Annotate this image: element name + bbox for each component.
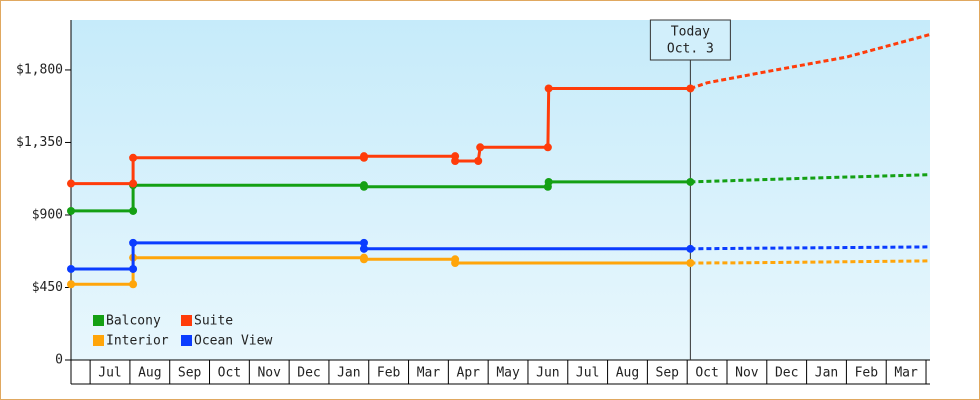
price-point: [67, 179, 75, 188]
x-tick-label: Aug: [616, 366, 639, 381]
y-tick-label: 0: [55, 353, 63, 368]
price-point: [474, 156, 483, 165]
price-point: [129, 179, 138, 188]
x-tick-label: Sep: [178, 366, 202, 381]
price-point: [359, 244, 368, 253]
x-tick-label: Jul: [98, 366, 121, 381]
today-label: Today: [671, 25, 710, 40]
forecast-line: [690, 259, 931, 265]
today-box: [649, 19, 731, 61]
price-point: [129, 206, 138, 215]
price-point: [359, 152, 368, 161]
x-tick-label: Apr: [457, 366, 481, 381]
price-point: [544, 177, 553, 186]
x-tick-label: Feb: [855, 366, 879, 381]
legend-label: Ocean View: [194, 334, 272, 349]
plot-area: [71, 20, 930, 360]
x-tick-label: Dec: [775, 366, 798, 381]
x-tick-label: Feb: [377, 366, 401, 381]
price-point: [129, 280, 138, 289]
y-tick-label: $1,350: [16, 135, 63, 150]
price-point: [543, 143, 552, 152]
price-point: [67, 264, 75, 273]
price-point: [686, 244, 695, 253]
x-tick-label: Aug: [138, 366, 161, 381]
x-tick-label: Jun: [536, 366, 559, 381]
price-point: [686, 258, 695, 267]
x-tick-label: Jul: [576, 366, 599, 381]
x-tick-label: Nov: [735, 366, 759, 381]
x-tick-label: Sep: [656, 366, 680, 381]
price-point: [67, 280, 75, 289]
legend-label: Suite: [194, 314, 233, 329]
y-tick-label: $1,800: [16, 62, 63, 77]
forecast-line: [689, 33, 931, 90]
x-tick-label: Mar: [894, 366, 918, 381]
legend-swatch: [93, 335, 104, 346]
price-point: [476, 143, 485, 152]
legend-swatch: [181, 315, 192, 326]
x-tick-label: Jan: [815, 366, 838, 381]
price-point: [359, 238, 368, 247]
x-tick-label: Nov: [257, 366, 281, 381]
x-tick-label: Oct: [695, 366, 718, 381]
price-point: [686, 84, 695, 93]
price-point: [359, 182, 368, 191]
legend-label: Interior: [106, 334, 169, 349]
price-point: [451, 258, 460, 267]
price-point: [359, 255, 368, 264]
x-tick-label: Oct: [218, 366, 241, 381]
x-tick-label: Dec: [297, 366, 320, 381]
price-point: [129, 153, 138, 162]
y-tick-label: $900: [32, 207, 63, 222]
x-tick-label: Jan: [337, 366, 360, 381]
price-point: [544, 84, 553, 93]
today-date: Oct. 3: [667, 42, 714, 57]
legend-label: Balcony: [106, 314, 161, 329]
legend-swatch: [181, 335, 192, 346]
price-point: [686, 177, 695, 186]
forecast-line: [690, 173, 931, 184]
price-point: [129, 264, 138, 273]
y-tick-label: $450: [32, 280, 63, 295]
x-tick-label: Mar: [417, 366, 441, 381]
x-tick-label: May: [496, 366, 520, 381]
price-point: [451, 156, 460, 165]
price-point: [67, 206, 75, 215]
price-line: [71, 241, 691, 271]
price-point: [129, 238, 138, 247]
forecast-line: [690, 245, 931, 251]
legend-swatch: [93, 315, 104, 326]
